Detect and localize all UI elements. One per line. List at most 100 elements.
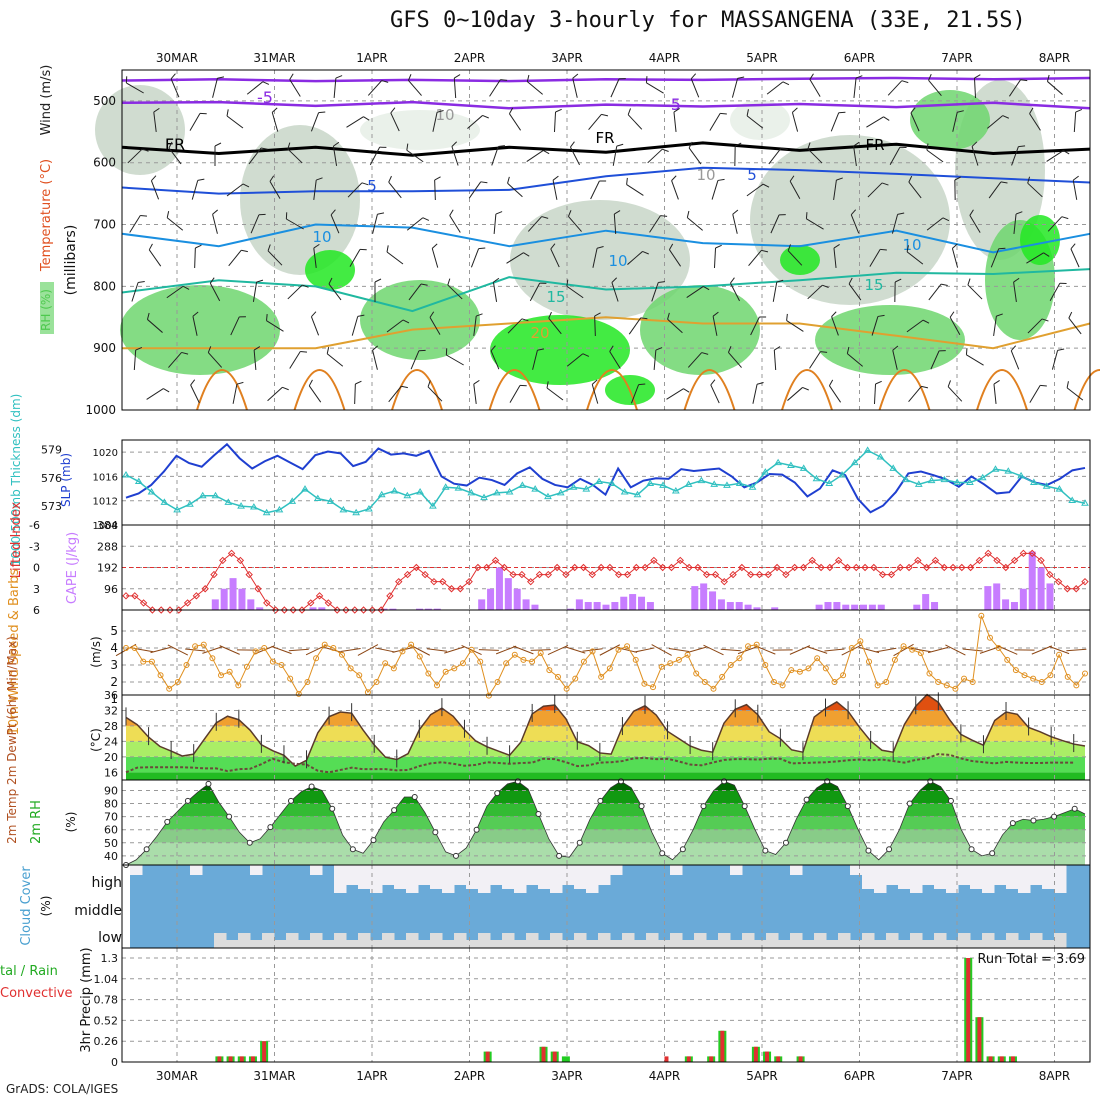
rh-shade [750,135,950,305]
wind-barb-feather [599,180,607,182]
cape-bar [1037,567,1045,610]
contour-25c [293,369,346,411]
rh-marker [803,796,810,803]
wind-barb-shaft [354,383,356,405]
wind-barb-shaft [1068,317,1082,335]
precip-conv-bar [720,1030,725,1062]
wind-barb-shaft [1026,252,1044,264]
wind-barb-feather [732,209,739,215]
wind-barb-shaft [906,251,924,265]
wind-barb-shaft [930,350,940,370]
wind-barb-shaft [468,181,482,199]
wind-speed-marker [477,658,484,665]
cloud-high [790,865,803,875]
thickness-marker [249,503,258,510]
wind-barb-shaft [449,215,461,233]
wind-barb-feather [153,107,160,113]
li-marker [702,570,711,579]
wind-legend-label: Wind (m/s) [39,65,54,136]
surface-wind-barb [478,649,499,651]
cape-bar [931,602,939,610]
cloud-low [454,933,467,948]
wind-barb [709,112,727,131]
cape-bar [771,607,779,610]
li-line [126,552,1086,611]
wind-barb-feather [302,284,309,288]
precip-conv-bar [776,1056,781,1062]
wind-barb [791,107,799,132]
wind-barb [410,349,426,370]
cape-bar [877,604,885,610]
wind-barb-shaft [787,250,803,266]
wind-barb-shaft [287,148,303,164]
cloud-low [646,933,659,948]
wind-barb [653,347,663,371]
thickness-marker [876,453,885,460]
wind-speed-marker [356,672,363,679]
wind-barb-shaft [750,316,760,336]
wind-barb-shaft [993,384,997,404]
li-marker [579,563,588,572]
wind-speed-marker [1030,675,1037,682]
wind-tick-label: 4 [110,641,118,655]
wind-barb [891,212,905,234]
wind-barb-shaft [506,252,524,264]
wind-barb-shaft [987,115,1003,129]
wind-barb-feather [802,386,809,391]
li-marker [227,549,236,558]
li-marker [553,563,561,572]
wind-barb [473,313,483,336]
wind-barb-shaft [189,113,201,131]
wind-barb-shaft [228,249,242,267]
li-marker [922,563,931,572]
wind-barb-shaft [908,181,922,199]
li-marker [738,563,746,572]
thickness-marker [697,476,706,484]
slp-line [125,442,1086,514]
slp-tick-label: 1008 [93,521,118,532]
wind-barb-shaft [447,284,463,300]
contour-10c [121,223,1091,254]
rh-marker [844,803,851,810]
wind-barb-shaft [713,247,717,269]
wind-barb [194,244,202,269]
wind-barb [951,243,959,268]
wind-barb-feather [454,74,461,79]
cloud-high [850,865,863,875]
wind-barb [750,316,767,336]
wind-barb-shaft [667,318,683,334]
cape-tick-label: 192 [97,562,118,575]
li-tick-label: 6 [33,604,40,617]
wind-barb-shaft [310,112,320,132]
date-label-top: 2APR [454,51,485,65]
wind-barb [526,74,543,95]
cloud-low [802,940,815,948]
contour-label: 10 [312,228,331,246]
cloud-low [970,940,983,948]
wind-barb [990,247,1006,268]
wind-barb [871,314,885,336]
cloud-high [898,865,911,889]
wind-barb-feather [846,346,850,354]
thickness-marker [863,446,872,453]
wind-barb [408,283,428,301]
surface-wind-barb [755,645,776,655]
thickness-marker [761,468,770,475]
wind-barb [212,76,225,98]
wind-barb [125,76,144,94]
li-marker [729,570,737,579]
wind-barb-feather [1075,108,1083,113]
contour-15c [121,268,1091,313]
wind-barb-shaft [194,247,196,269]
wind-barb [390,107,400,132]
wind-barb [772,279,784,302]
wind-barb-feather [541,216,549,219]
rh-shade [510,200,690,320]
wind-barb-feather [300,351,308,353]
wind-barb-feather [782,81,790,86]
wind-barb [928,283,948,301]
wind-barb [453,74,461,99]
wind-barb-feather [271,107,278,113]
cape-bar [389,608,397,610]
wind-barb-feather [655,347,663,351]
